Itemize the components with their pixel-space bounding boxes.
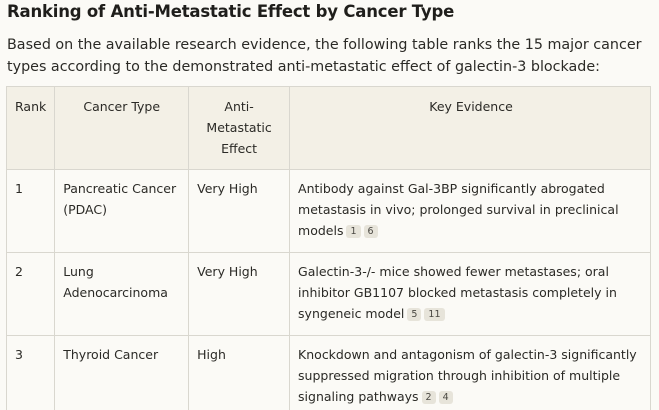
evidence-text: Knockdown and antagonism of galectin-3 s… <box>298 347 637 404</box>
table-header-row: Rank Cancer Type Anti-Metastatic Effect … <box>7 87 650 170</box>
header-rank: Rank <box>7 87 56 170</box>
cell-rank: 3 <box>7 335 56 410</box>
table-row: 1 Pancreatic Cancer (PDAC) Very High Ant… <box>7 169 650 253</box>
evidence-text: Galectin-3-/- mice showed fewer metastas… <box>298 264 617 321</box>
cell-effect: Very High <box>188 252 291 336</box>
ranking-table: Rank Cancer Type Anti-Metastatic Effect … <box>6 86 651 410</box>
header-cancer-type: Cancer Type <box>54 87 190 170</box>
cell-effect: High <box>188 335 291 410</box>
citation-badge[interactable]: 6 <box>363 225 378 238</box>
citation-badge[interactable]: 5 <box>407 308 422 321</box>
header-anti-metastatic-effect: Anti-Metastatic Effect <box>188 87 291 170</box>
cell-cancer-type: Lung Adenocarcinoma <box>54 252 190 336</box>
intro-paragraph: Based on the available research evidence… <box>7 37 642 75</box>
cell-evidence: Antibody against Gal-3BP significantly a… <box>289 169 650 253</box>
cell-evidence: Knockdown and antagonism of galectin-3 s… <box>289 335 650 410</box>
cell-rank: 2 <box>7 252 56 336</box>
table-row: 3 Thyroid Cancer High Knockdown and anta… <box>7 335 650 410</box>
cell-cancer-type: Thyroid Cancer <box>54 335 190 410</box>
citation-badge[interactable]: 1 <box>346 225 361 238</box>
table-row: 2 Lung Adenocarcinoma Very High Galectin… <box>7 252 650 336</box>
cell-effect: Very High <box>188 169 291 253</box>
cell-cancer-type: Pancreatic Cancer (PDAC) <box>54 169 190 253</box>
page-title: Ranking of Anti-Metastatic Effect by Can… <box>7 2 455 21</box>
cell-evidence: Galectin-3-/- mice showed fewer metastas… <box>289 252 650 336</box>
citation-badge[interactable]: 2 <box>421 391 436 404</box>
citation-badge[interactable]: 11 <box>424 308 445 321</box>
cell-rank: 1 <box>7 169 56 253</box>
citation-badge[interactable]: 4 <box>438 391 453 404</box>
header-key-evidence: Key Evidence <box>289 87 650 170</box>
evidence-text: Antibody against Gal-3BP significantly a… <box>298 181 619 238</box>
